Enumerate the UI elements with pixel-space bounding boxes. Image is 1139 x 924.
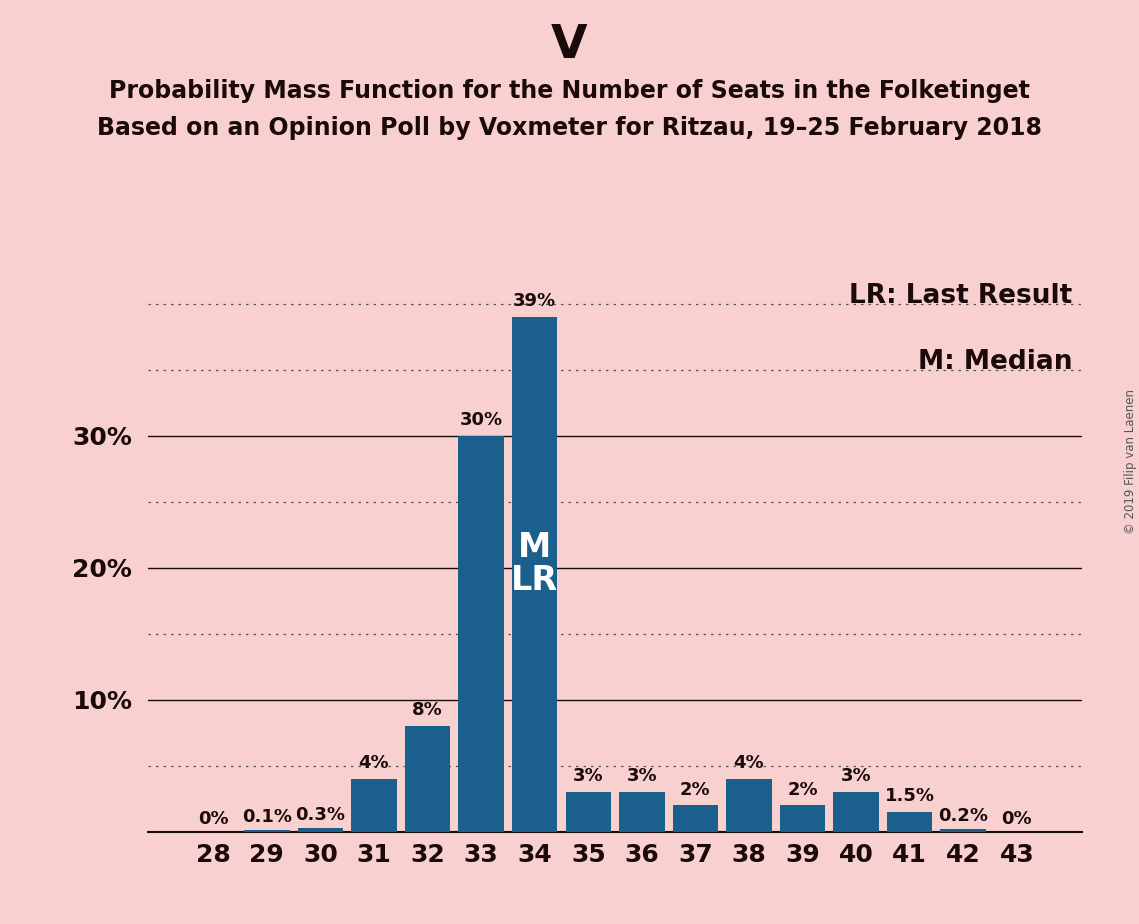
Bar <box>511 317 557 832</box>
Text: Probability Mass Function for the Number of Seats in the Folketinget: Probability Mass Function for the Number… <box>109 79 1030 103</box>
Text: V: V <box>551 23 588 68</box>
Text: 0.2%: 0.2% <box>939 807 989 825</box>
Bar <box>834 792 879 832</box>
Bar <box>244 831 289 832</box>
Bar <box>458 435 503 832</box>
Bar <box>297 828 343 832</box>
Bar <box>673 805 719 832</box>
Text: Based on an Opinion Poll by Voxmeter for Ritzau, 19–25 February 2018: Based on an Opinion Poll by Voxmeter for… <box>97 116 1042 140</box>
Text: 4%: 4% <box>359 754 390 772</box>
Bar <box>620 792 665 832</box>
Text: M: M <box>518 531 551 565</box>
Text: 2%: 2% <box>787 781 818 798</box>
Text: 0%: 0% <box>198 809 229 828</box>
Bar <box>887 812 933 832</box>
Text: 3%: 3% <box>841 768 871 785</box>
Text: 2%: 2% <box>680 781 711 798</box>
Bar <box>941 829 986 832</box>
Text: LR: Last Result: LR: Last Result <box>850 283 1073 309</box>
Text: 0%: 0% <box>1001 809 1032 828</box>
Text: 8%: 8% <box>412 701 443 720</box>
Text: 0.1%: 0.1% <box>241 808 292 826</box>
Text: 3%: 3% <box>626 768 657 785</box>
Text: 1.5%: 1.5% <box>885 787 935 805</box>
Text: 4%: 4% <box>734 754 764 772</box>
Text: 0.3%: 0.3% <box>295 806 345 823</box>
Text: 39%: 39% <box>514 292 556 310</box>
Text: M: Median: M: Median <box>918 349 1073 375</box>
Text: 30%: 30% <box>459 411 502 429</box>
Bar <box>351 779 396 832</box>
Bar <box>727 779 772 832</box>
Text: © 2019 Filip van Laenen: © 2019 Filip van Laenen <box>1124 390 1137 534</box>
Bar <box>404 726 450 832</box>
Text: LR: LR <box>511 565 558 597</box>
Bar <box>565 792 611 832</box>
Bar <box>780 805 826 832</box>
Text: 3%: 3% <box>573 768 604 785</box>
